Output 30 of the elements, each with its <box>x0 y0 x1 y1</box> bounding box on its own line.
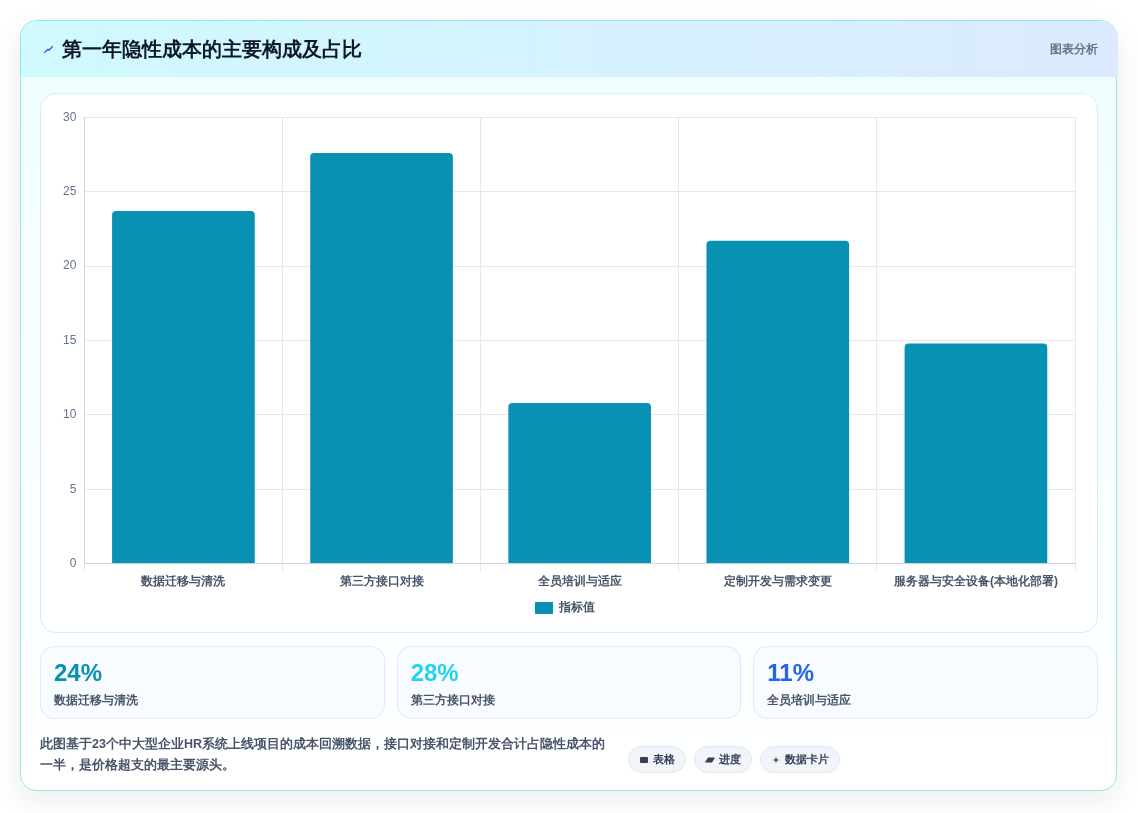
bar <box>706 240 850 564</box>
text: 24% <box>54 659 103 686</box>
category-label: 全员培训与适应 <box>767 692 852 708</box>
text: 28% <box>410 659 459 686</box>
x-tick-label: 数据迁移与清洗 <box>140 574 227 589</box>
y-tick-label: 30 <box>62 109 77 124</box>
bar <box>508 402 651 564</box>
text: 此图基于23个中大型企业HR系统上线项目的成本回溯数据，接口对接和定制开发合计占隐性成本的一半，是价格超支的最主要源头。 <box>40 736 606 774</box>
x-tick-label: 服务器与安全设备(本地化部署) <box>892 574 1058 589</box>
bar <box>904 343 1048 564</box>
text: 图表分析 <box>1050 41 1098 58</box>
y-tick-label: 0 <box>69 555 77 570</box>
y-tick-label: 15 <box>62 332 77 347</box>
category-label: 第三方接口对接 <box>410 692 495 708</box>
y-tick-label: 20 <box>62 258 77 273</box>
pill-button: 进度 <box>694 746 752 773</box>
pill-button: 数据卡片 <box>760 746 840 773</box>
text: 11% <box>767 659 815 686</box>
pill-button: 表格 <box>628 746 686 773</box>
legend-label: 指标值 <box>558 600 595 615</box>
bar <box>310 152 453 564</box>
x-tick-label: 第三方接口对接 <box>338 574 424 589</box>
chart-title: 第一年隐性成本的主要构成及占比 <box>62 37 362 62</box>
bar <box>112 210 255 564</box>
x-tick-label: 全员培训与适应 <box>536 574 622 589</box>
y-tick-label: 5 <box>69 481 77 496</box>
x-tick-label: 定制开发与需求变更 <box>722 574 832 589</box>
y-tick-label: 25 <box>62 183 77 198</box>
category-label: 数据迁移与清洗 <box>54 692 138 708</box>
y-tick-label: 10 <box>62 407 77 422</box>
